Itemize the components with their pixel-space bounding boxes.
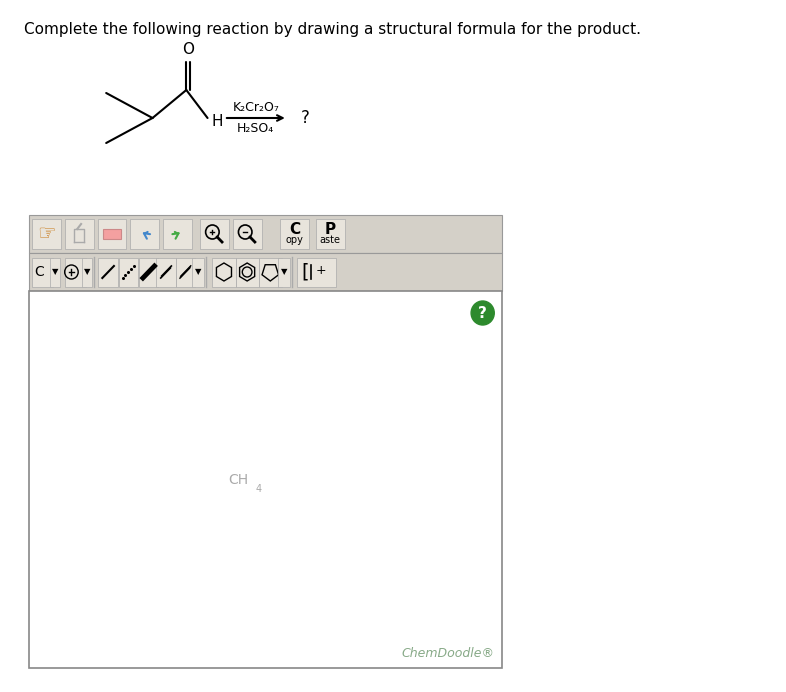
Bar (29, 291, 502, 668)
Bar (29, 253, 502, 291)
Text: O: O (182, 42, 194, 57)
Circle shape (471, 301, 494, 325)
Bar (316, 219, 344, 249)
Bar (103, 229, 121, 239)
Bar (98, 257, 118, 286)
Text: ▼: ▼ (195, 268, 201, 277)
Text: ▼: ▼ (83, 268, 90, 277)
Text: ▼: ▼ (281, 268, 287, 277)
Text: H₂SO₄: H₂SO₄ (237, 122, 274, 135)
Bar (280, 219, 309, 249)
Bar (50, 257, 60, 286)
Text: H: H (211, 114, 223, 129)
Text: ?: ? (301, 109, 310, 127)
Bar (29, 215, 502, 253)
Text: ChemDoodle®: ChemDoodle® (402, 647, 494, 660)
Text: Complete the following reaction by drawing a structural formula for the product.: Complete the following reaction by drawi… (24, 22, 641, 37)
Bar (130, 219, 160, 249)
Text: ☞: ☞ (37, 224, 56, 244)
Bar (212, 257, 236, 286)
Text: +: + (315, 264, 326, 277)
Bar (32, 219, 61, 249)
Text: opy: opy (285, 235, 303, 245)
Bar (259, 257, 282, 286)
Bar (192, 257, 204, 286)
Text: ▼: ▼ (52, 268, 58, 277)
Bar (139, 257, 158, 286)
Bar (64, 219, 94, 249)
Bar (82, 257, 92, 286)
Bar (119, 257, 138, 286)
Text: P: P (325, 221, 336, 237)
Text: C: C (35, 265, 45, 279)
Text: CH: CH (228, 473, 248, 486)
Bar (236, 257, 259, 286)
Text: ?: ? (478, 305, 487, 320)
Bar (297, 257, 336, 286)
Bar (64, 257, 86, 286)
Text: [: [ (301, 262, 309, 282)
Text: C: C (289, 221, 300, 237)
Text: aste: aste (320, 235, 340, 245)
Bar (200, 219, 229, 249)
Bar (163, 219, 192, 249)
Bar (278, 257, 289, 286)
Bar (32, 257, 53, 286)
Bar (97, 219, 127, 249)
Text: 4: 4 (255, 484, 262, 495)
Bar (176, 257, 195, 286)
Bar (233, 219, 262, 249)
Text: K₂Cr₂O₇: K₂Cr₂O₇ (233, 101, 279, 114)
Bar (156, 257, 176, 286)
